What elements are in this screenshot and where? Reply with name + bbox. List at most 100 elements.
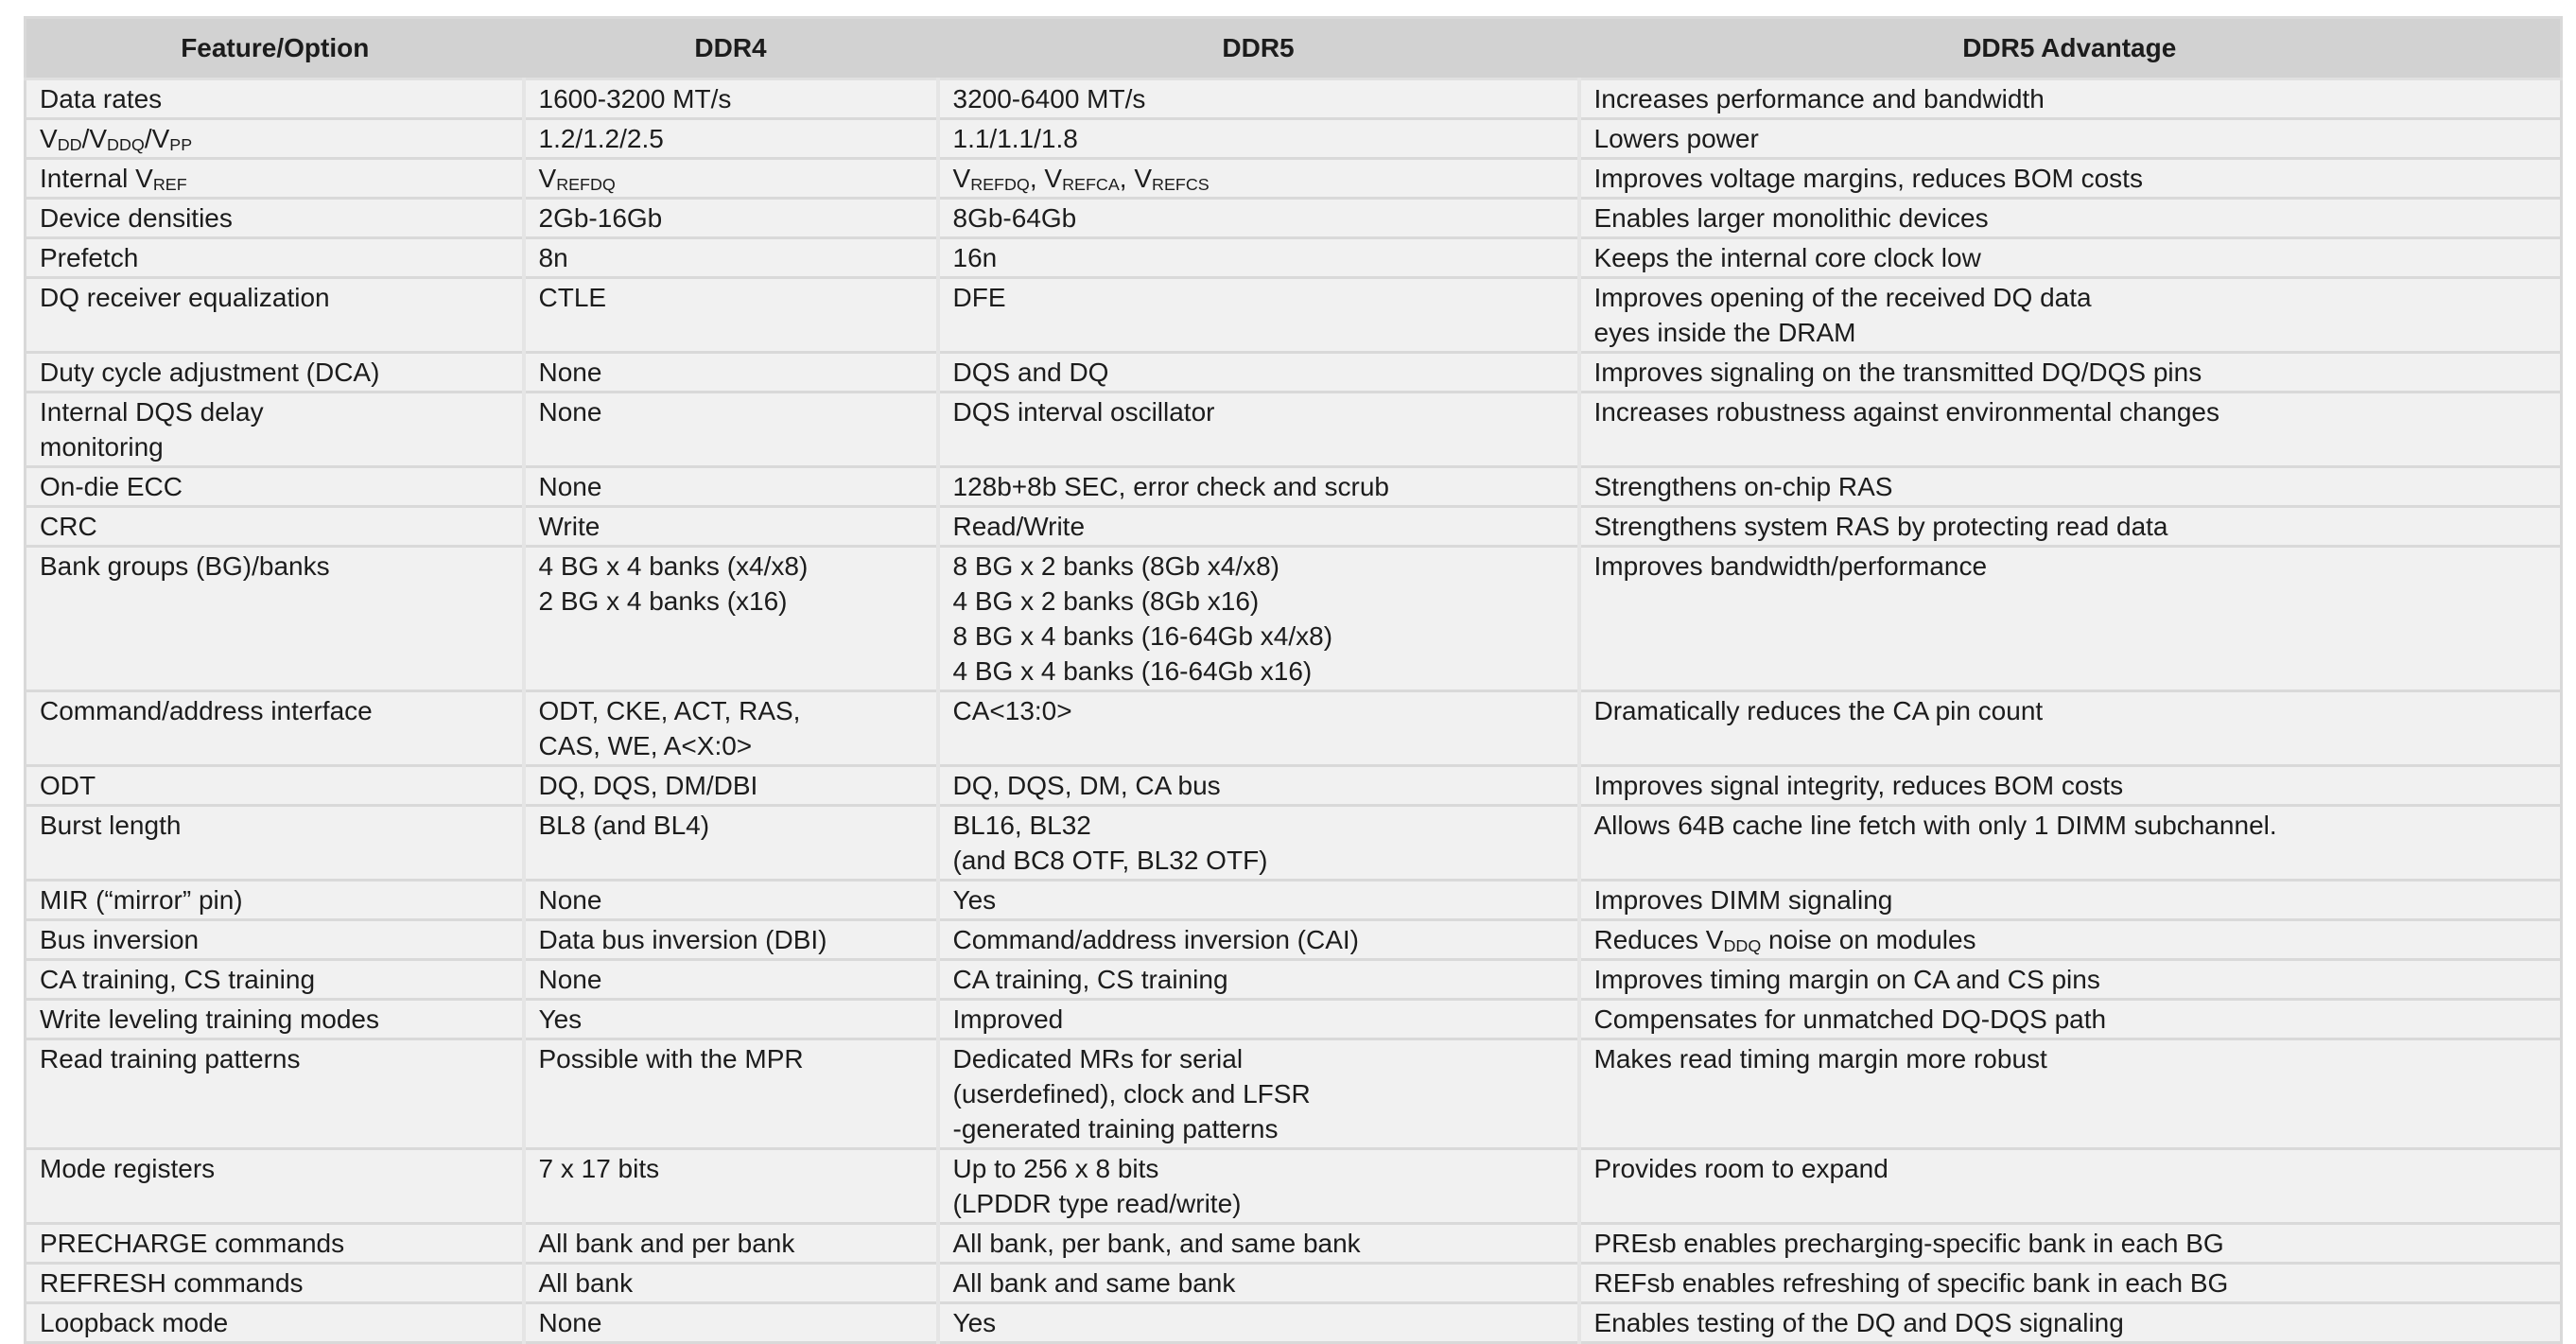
ddr4-cell: 4 BG x 4 banks (x4/x8) 2 BG x 4 banks (x1… [521,545,938,691]
ddr4-cell: Write [521,505,938,547]
subscript-text: REFDQ [556,175,616,195]
feature-cell: Duty cycle adjustment (DCA) [25,351,524,393]
table-body: Data rates 1600-3200 MT/s 3200-6400 MT/s In… [25,79,2562,1343]
advantage-cell: Enables testing of the DQ and DQS signal… [1576,1301,2562,1343]
cell-line: Burst length [40,811,182,840]
cell-line: 7 x 17 bits [538,1154,660,1183]
cell-line: (LPDDR type read/write) [952,1189,1242,1218]
ddr5-cell: DFE [935,276,1579,353]
ddr5-cell: 1.1/1.1/1.8 [935,117,1579,159]
cell-line: Bus inversion [40,925,200,954]
cell-line: 2 BG x 4 banks (x16) [538,586,788,616]
ddr4-cell: 7 x 17 bits [521,1147,938,1224]
cell-line: All bank [538,1268,634,1298]
table-row: Mode registers 7 x 17 bits Up to 256 x 8 b… [25,1147,2562,1224]
table-row: Write leveling training modes Yes Improved… [25,998,2562,1039]
ddr5-cell: All bank, per bank, and same bank [935,1222,1579,1264]
advantage-cell: Improves opening of the received DQ data… [1576,276,2562,353]
cell-line: Dedicated MRs for serial [952,1044,1244,1073]
table-row: REFRESH commands All bank All bank and sam… [25,1262,2562,1303]
cell-line: ODT [40,771,96,800]
cell-line: Yes [952,1308,997,1337]
advantage-cell: Reduces VDDQ noise on modules [1576,918,2562,960]
cell-line: 1.1/1.1/1.8 [952,124,1078,153]
advantage-cell: REFsb enables refreshing of specific ban… [1576,1262,2562,1303]
cell-line: (userdefined), clock and LFSR [952,1079,1311,1108]
cell-line: Loopback mode [40,1308,229,1337]
cell-line: DQ, DQS, DM, CA bus [952,771,1221,800]
cell-line: 8 BG x 2 banks (8Gb x4/x8) [952,551,1280,581]
ddr4-cell: Data bus inversion (DBI) [521,918,938,960]
advantage-cell: Improves signal integrity, reduces BOM c… [1576,764,2562,806]
cell-line: None [538,472,602,501]
table-row: Bank groups (BG)/banks 4 BG x 4 banks (x4… [25,545,2562,691]
advantage-cell: Improves timing margin on CA and CS pins [1576,958,2562,1000]
cell-line: VDD/VDDQ/VPP [40,124,193,155]
advantage-cell: Provides room to expand [1576,1147,2562,1224]
ddr5-cell: All bank and same bank [935,1262,1579,1303]
table-row: VDD/VDDQ/VPP 1.2/1.2/2.5 1.1/1.1/1.8 Lowers… [25,117,2562,159]
cell-line: PRECHARGE commands [40,1229,345,1258]
cell-line: Improves signaling on the transmitted DQ… [1593,358,2202,387]
cell-line: Internal VREF [40,164,187,195]
feature-cell: Internal DQS delay monitoring [25,391,524,467]
feature-cell: Loopback mode [25,1301,524,1343]
cell-line: All bank, per bank, and same bank [952,1229,1361,1258]
cell-line: 3200-6400 MT/s [952,84,1146,113]
cell-line: Write leveling training modes [40,1004,379,1034]
table-row: MIR (“mirror” pin) None Yes Improves DIMM s… [25,879,2562,920]
cell-line: Improves opening of the received DQ data [1593,283,2092,312]
cell-line: Read training patterns [40,1044,301,1073]
cell-line: None [538,358,602,387]
cell-line: eyes inside the DRAM [1593,318,1856,347]
cell-line: Data bus inversion (DBI) [538,925,827,954]
feature-cell: MIR (“mirror” pin) [25,879,524,920]
table-row: DQ receiver equalization CTLE DFE Improves … [25,276,2562,353]
table-row: Internal DQS delay monitoring None DQS inte… [25,391,2562,467]
cell-line: 1600-3200 MT/s [538,84,732,113]
ddr5-cell: DQ, DQS, DM, CA bus [935,764,1579,806]
cell-line: 128b+8b SEC, error check and scrub [952,472,1389,501]
ddr4-cell: All bank [521,1262,938,1303]
ddr4-cell: CTLE [521,276,938,353]
cell-line: Write [538,512,600,541]
ddr4-cell: 1600-3200 MT/s [521,79,938,119]
ddr4-cell: None [521,1301,938,1343]
cell-line: PREsb enables precharging-specific bank … [1593,1229,2224,1258]
cell-line: REFsb enables refreshing of specific ban… [1593,1268,2229,1298]
column-header-ddr5-advantage: DDR5 Advantage [1578,17,2562,80]
cell-line: VREFDQ [538,164,616,195]
advantage-cell: Makes read timing margin more robust [1576,1038,2562,1149]
table-row: Device densities 2Gb-16Gb 8Gb-64Gb Enables … [25,197,2562,238]
subscript-text: PP [169,135,193,155]
cell-line: 2Gb-16Gb [538,203,663,233]
table-row: CA training, CS training None CA training,… [25,958,2562,1000]
cell-line: 8n [538,243,568,272]
table-row: On-die ECC None 128b+8b SEC, error check a… [25,465,2562,507]
cell-line: DQS interval oscillator [952,397,1215,427]
table-row: Read training patterns Possible with the … [25,1038,2562,1149]
cell-line: All bank and same bank [952,1268,1236,1298]
advantage-cell: Improves bandwidth/performance [1576,545,2562,691]
cell-line: None [538,1308,602,1337]
advantage-cell: Keeps the internal core clock low [1576,236,2562,278]
table-row: Command/address interface ODT, CKE, ACT, … [25,689,2562,766]
ddr4-cell: Yes [521,998,938,1039]
ddr4-cell: None [521,879,938,920]
cell-line: DQ receiver equalization [40,283,330,312]
cell-line: Possible with the MPR [538,1044,804,1073]
cell-line: Increases robustness against environment… [1593,397,2220,427]
cell-line: CA<13:0> [952,696,1072,725]
cell-line: Improves timing margin on CA and CS pins [1593,965,2100,994]
cell-line: Bank groups (BG)/banks [40,551,330,581]
subscript-text: REFCS [1152,175,1210,195]
cell-line: Increases performance and bandwidth [1593,84,2045,113]
ddr5-cell: VREFDQ, VREFCA, VREFCS [935,157,1579,199]
ddr5-cell: 128b+8b SEC, error check and scrub [935,465,1579,507]
cell-line: CA training, CS training [40,965,316,994]
ddr4-cell: ODT, CKE, ACT, RAS, CAS, WE, A<X:0> [521,689,938,766]
advantage-cell: Lowers power [1576,117,2562,159]
feature-cell: Internal VREF [25,157,524,199]
advantage-cell: Improves signaling on the transmitted DQ… [1576,351,2562,393]
cell-line: Prefetch [40,243,139,272]
